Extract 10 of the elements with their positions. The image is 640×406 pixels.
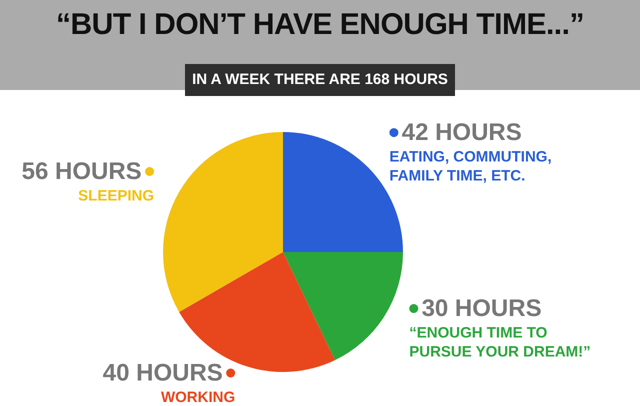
data-label: 40 HOURS — [102, 360, 223, 386]
data-label: 42 HOURS — [402, 119, 522, 146]
legend-label: WORKING — [160, 389, 236, 406]
chart-subtitle: IN A WEEK THERE ARE 168 HOURS — [185, 64, 455, 96]
data-label: 56 HOURS — [22, 158, 142, 185]
legend-label: “ENOUGH TIME TO PURSUE YOUR DREAM!” — [409, 324, 591, 361]
legend-label: EATING, COMMUTING, FAMILY TIME, ETC. — [389, 148, 552, 185]
chart-title: “BUT I DON’T HAVE ENOUGH TIME...” — [55, 8, 585, 42]
legend-label: SLEEPING — [78, 188, 154, 204]
data-label: 30 HOURS — [422, 295, 542, 322]
